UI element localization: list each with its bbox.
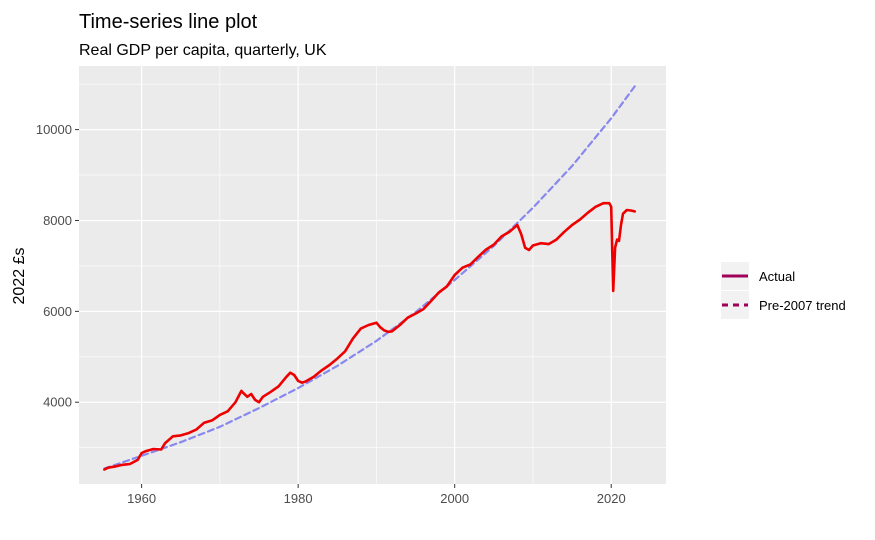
- axis-ticks: 1960 1980 2000 2020 4000 6000 8000 10000: [36, 122, 626, 506]
- legend: Actual Pre-2007 trend: [721, 262, 846, 319]
- x-tick-label: 1980: [284, 491, 313, 506]
- series-line-pre-2007-trend: [103, 85, 636, 470]
- plot-panel: [79, 66, 666, 484]
- chart-subtitle: Real GDP per capita, quarterly, UK: [79, 42, 327, 59]
- y-tick-label: 4000: [43, 395, 72, 410]
- x-tick-label: 2020: [597, 491, 626, 506]
- x-tick-label: 2000: [440, 491, 469, 506]
- series-line-actual: [103, 201, 636, 471]
- chart-title: Time-series line plot: [79, 11, 258, 33]
- y-tick-label: 6000: [43, 304, 72, 319]
- legend-label: Actual: [759, 269, 795, 284]
- y-tick-label: 8000: [43, 213, 72, 228]
- legend-label: Pre-2007 trend: [759, 298, 846, 313]
- y-tick-label: 10000: [36, 122, 72, 137]
- y-axis-label: 2022 £s: [11, 248, 28, 305]
- x-tick-label: 1960: [127, 491, 156, 506]
- grid-lines: [79, 66, 666, 484]
- series-lines: [103, 85, 636, 471]
